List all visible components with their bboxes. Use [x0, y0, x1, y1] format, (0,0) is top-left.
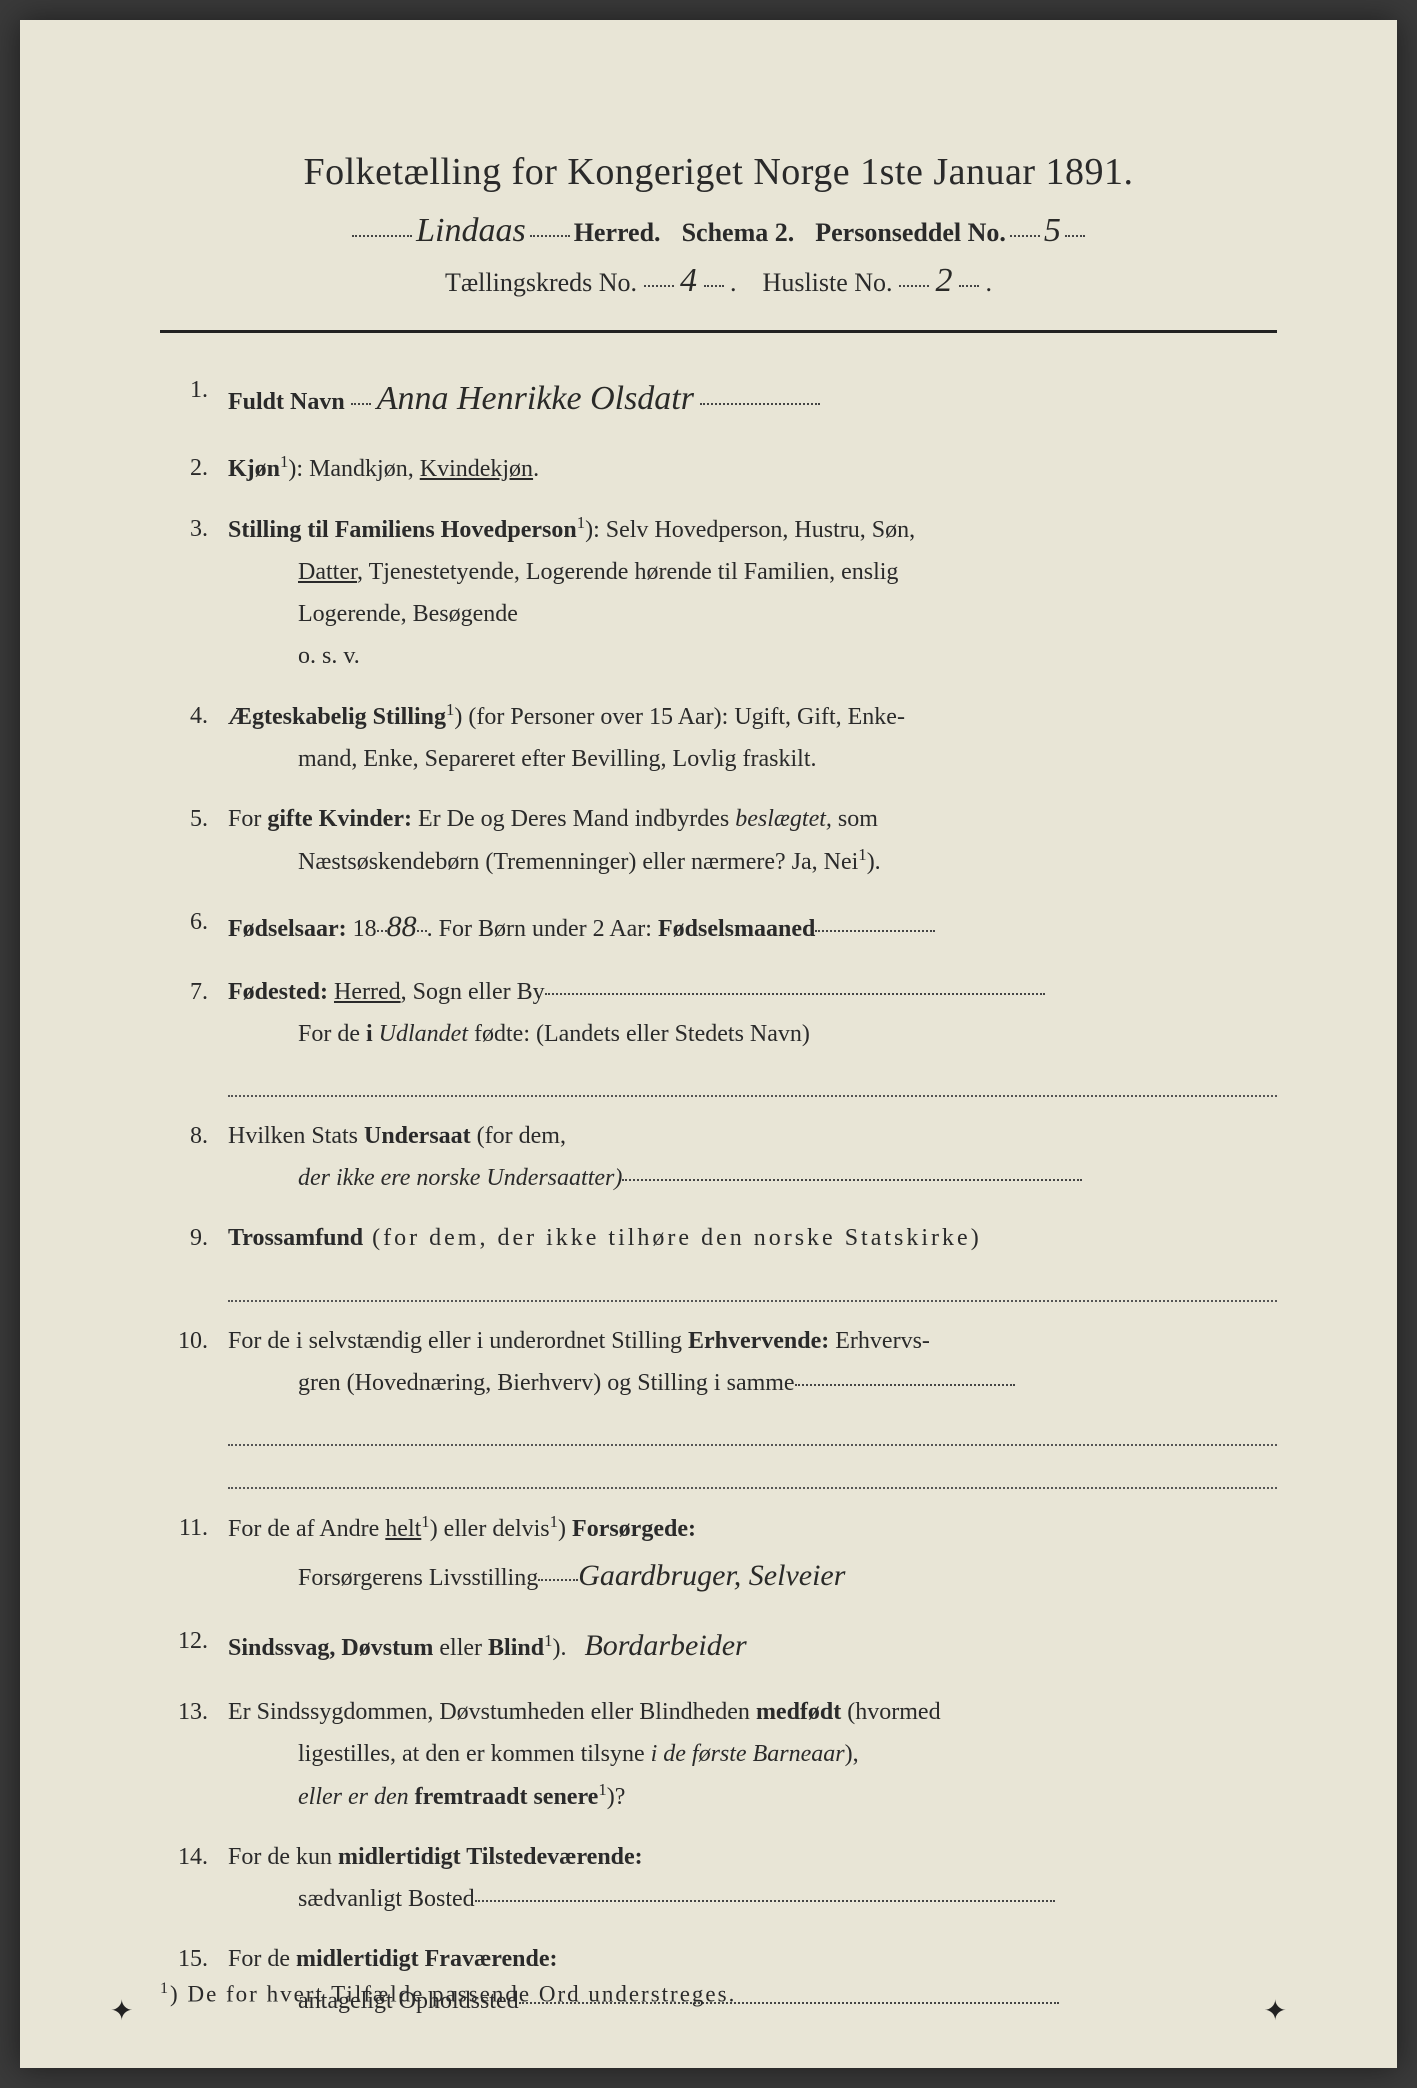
forsorger-value: Gaardbruger, Selveier	[578, 1559, 845, 1592]
item-6: 6. Fødselsaar: 1888. For Børn under 2 Aa…	[168, 901, 1277, 954]
form-title: Folketælling for Kongeriget Norge 1ste J…	[160, 150, 1277, 194]
personseddel-no: 5	[1044, 212, 1061, 250]
item-number: 3.	[168, 508, 228, 677]
item-label: Forsørgede:	[572, 1516, 696, 1542]
fuldt-navn-value: Anna Henrikke Olsdatr	[377, 380, 694, 417]
census-form-page: Folketælling for Kongeriget Norge 1ste J…	[20, 20, 1397, 2068]
husliste-label: Husliste No.	[763, 268, 893, 297]
item-label: medfødt	[756, 1699, 841, 1725]
item-1: 1. Fuldt Navn Anna Henrikke Olsdatr	[168, 369, 1277, 429]
item-12: 12. Sindssvag, Døvstum eller Blind1). Bo…	[168, 1620, 1277, 1673]
fodselsaar-value: 88	[387, 910, 417, 943]
herred-label: Herred.	[574, 218, 661, 248]
personseddel-label: Personseddel No.	[815, 218, 1006, 248]
stilling-selected: Datter	[298, 559, 357, 585]
item-number: 13.	[168, 1691, 228, 1818]
item-5: 5. For gifte Kvinder: Er De og Deres Man…	[168, 798, 1277, 883]
taellingskreds-label: Tællingskreds No.	[445, 268, 637, 297]
fodested-selected: Herred	[334, 979, 401, 1005]
item-3: 3. Stilling til Familiens Hovedperson1):…	[168, 508, 1277, 677]
item-label: gifte Kvinder:	[267, 806, 412, 832]
item-number: 14.	[168, 1836, 228, 1920]
item-number: 1.	[168, 369, 228, 429]
footnote: 1) De for hvert Tilfælde passende Ord un…	[160, 1980, 736, 2008]
kjon-selected: Kvindekjøn	[420, 456, 533, 482]
item-13: 13. Er Sindssygdommen, Døvstumheden elle…	[168, 1691, 1277, 1818]
item-number: 11.	[168, 1507, 228, 1603]
item-number: 2.	[168, 447, 228, 490]
item-number: 5.	[168, 798, 228, 883]
form-header: Folketælling for Kongeriget Norge 1ste J…	[160, 150, 1277, 300]
corner-mark-right: ✦	[1264, 1994, 1287, 2028]
item-2: 2. Kjøn1): Mandkjøn, Kvindekjøn.	[168, 447, 1277, 490]
item-10: 10. For de i selvstændig eller i underor…	[168, 1320, 1277, 1489]
item-number: 6.	[168, 901, 228, 954]
item-14: 14. For de kun midlertidigt Tilstedevære…	[168, 1836, 1277, 1920]
item-4: 4. Ægteskabelig Stilling1) (for Personer…	[168, 695, 1277, 780]
item-label: Trossamfund	[228, 1225, 363, 1251]
item-label: Fødselsaar:	[228, 916, 347, 942]
item-label: Kjøn	[228, 456, 280, 482]
item-label: Undersaat	[364, 1123, 471, 1149]
item-label: Fødested:	[228, 979, 328, 1005]
item-label: Fuldt Navn	[228, 389, 345, 415]
item-label: midlertidigt Fraværende:	[296, 1946, 558, 1972]
item-9: 9. Trossamfund (for dem, der ikke tilhør…	[168, 1217, 1277, 1301]
item-number: 9.	[168, 1217, 228, 1301]
item-number: 4.	[168, 695, 228, 780]
item-label: Sindssvag, Døvstum	[228, 1635, 433, 1661]
item-label: Ægteskabelig Stilling	[228, 704, 446, 730]
husliste-no: 2	[936, 262, 953, 299]
item-label: Stilling til Familiens Hovedperson	[228, 517, 577, 543]
item-number: 12.	[168, 1620, 228, 1673]
item-label: midlertidigt Tilstedeværende:	[338, 1844, 643, 1870]
item-7: 7. Fødested: Herred, Sogn eller By For d…	[168, 971, 1277, 1097]
herred-value: Lindaas	[416, 212, 526, 250]
form-items: 1. Fuldt Navn Anna Henrikke Olsdatr 2. K…	[160, 369, 1277, 2022]
item-number: 7.	[168, 971, 228, 1097]
header-row-2: Tællingskreds No. 4 . Husliste No. 2 .	[160, 262, 1277, 300]
taellingskreds-no: 4	[680, 262, 697, 299]
corner-mark-left: ✦	[110, 1994, 133, 2028]
item-label: Erhvervende:	[688, 1328, 829, 1354]
item12-handwritten: Bordarbeider	[584, 1629, 746, 1662]
header-divider	[160, 330, 1277, 333]
item-11: 11. For de af Andre helt1) eller delvis1…	[168, 1507, 1277, 1603]
item-number: 10.	[168, 1320, 228, 1489]
header-row-1: Lindaas Herred. Schema 2. Personseddel N…	[160, 212, 1277, 250]
schema-label: Schema 2.	[682, 218, 795, 248]
item-8: 8. Hvilken Stats Undersaat (for dem, der…	[168, 1115, 1277, 1199]
item-number: 8.	[168, 1115, 228, 1199]
